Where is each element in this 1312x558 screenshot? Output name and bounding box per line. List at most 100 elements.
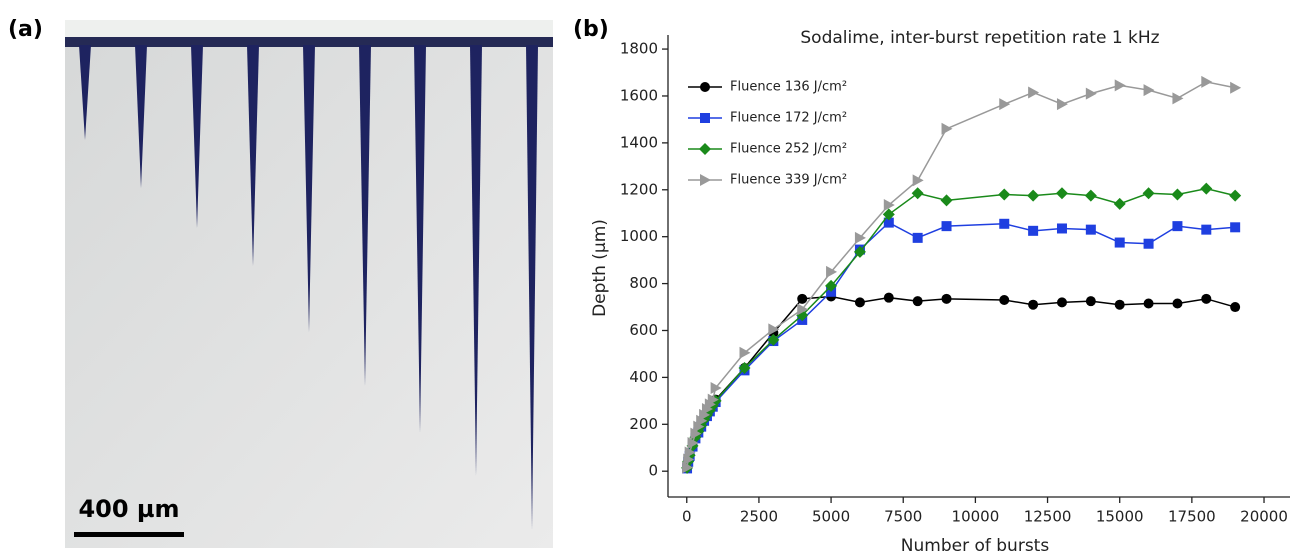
marker [825, 279, 838, 292]
series-line [686, 295, 1236, 468]
scale-bar [74, 532, 184, 537]
y-tick-label: 600 [629, 321, 658, 339]
marker [704, 398, 716, 411]
marker [768, 323, 780, 336]
series [682, 217, 1241, 474]
marker [1230, 302, 1241, 313]
marker [1143, 298, 1154, 309]
marker [941, 122, 953, 135]
y-tick-label: 200 [629, 415, 658, 433]
chart-title: Sodalime, inter-burst repetition rate 1 … [800, 28, 1159, 48]
legend-label: Fluence 339 J/cm² [730, 173, 847, 188]
marker [912, 174, 924, 187]
x-tick-label: 5000 [812, 508, 850, 526]
needle [414, 45, 426, 433]
legend-marker [699, 143, 711, 155]
needle [247, 45, 259, 266]
x-tick-label: 17500 [1168, 508, 1216, 526]
marker [1056, 297, 1067, 308]
marker [912, 232, 923, 243]
needle [303, 45, 315, 332]
marker [1113, 197, 1126, 210]
needle [191, 45, 203, 228]
marker [767, 333, 780, 346]
series-line [686, 81, 1236, 468]
photo-edge [65, 20, 553, 38]
marker [1085, 87, 1097, 100]
marker [854, 297, 865, 308]
marker [826, 265, 838, 278]
marker [1028, 86, 1040, 99]
y-tick-label: 1200 [620, 180, 658, 198]
marker [1230, 222, 1241, 233]
marker [1028, 225, 1039, 236]
marker [699, 408, 711, 421]
marker [1055, 187, 1068, 200]
y-tick-label: 800 [629, 274, 658, 292]
marker [684, 446, 696, 459]
marker [1172, 298, 1183, 309]
panel-label: (b) [573, 17, 609, 42]
marker [911, 187, 924, 200]
marker [710, 381, 722, 394]
marker [883, 199, 895, 212]
y-tick-label: 1800 [620, 40, 658, 58]
legend-marker [700, 113, 710, 123]
marker [707, 393, 719, 406]
marker [883, 217, 894, 228]
panel-label: (a) [8, 17, 43, 42]
marker [940, 194, 953, 207]
marker [797, 303, 809, 316]
marker [1201, 293, 1212, 304]
marker [1114, 299, 1125, 310]
x-tick-label: 7500 [884, 508, 922, 526]
marker [1084, 189, 1097, 202]
marker [1114, 237, 1125, 248]
marker [883, 292, 894, 303]
needle [470, 45, 482, 476]
marker [1142, 187, 1155, 200]
marker [1143, 238, 1154, 249]
x-tick-label: 20000 [1240, 508, 1288, 526]
needle [79, 45, 91, 140]
scale-bar-label: 400 µm [78, 495, 179, 523]
marker [854, 231, 866, 244]
marker [912, 296, 923, 307]
marker [1085, 224, 1096, 235]
marker [853, 245, 866, 258]
marker [999, 218, 1010, 229]
needle [526, 45, 538, 530]
marker [1143, 84, 1155, 97]
series [681, 182, 1242, 474]
marker [738, 362, 751, 375]
marker [1056, 98, 1068, 111]
marker [1114, 79, 1126, 92]
marker [941, 293, 952, 304]
needle [359, 45, 371, 386]
series [682, 291, 1241, 473]
marker [687, 437, 699, 450]
marker [998, 188, 1011, 201]
y-tick-label: 400 [629, 368, 658, 386]
surface-band [65, 37, 553, 47]
x-tick-label: 15000 [1096, 508, 1144, 526]
x-tick-label: 12500 [1024, 508, 1072, 526]
legend-label: Fluence 252 J/cm² [730, 142, 847, 157]
marker [1201, 75, 1213, 88]
marker [882, 208, 895, 221]
needle [135, 45, 147, 188]
x-tick-label: 10000 [952, 508, 1000, 526]
marker [1085, 296, 1096, 307]
marker [1056, 223, 1067, 234]
legend-label: Fluence 172 J/cm² [730, 111, 847, 126]
marker [797, 293, 808, 304]
marker [1230, 81, 1242, 94]
needles [79, 45, 538, 530]
y-tick-label: 1600 [620, 86, 658, 104]
marker [1171, 188, 1184, 201]
marker [1027, 189, 1040, 202]
y-tick-label: 1000 [620, 227, 658, 245]
legend-marker [700, 174, 711, 186]
marker [690, 427, 702, 440]
